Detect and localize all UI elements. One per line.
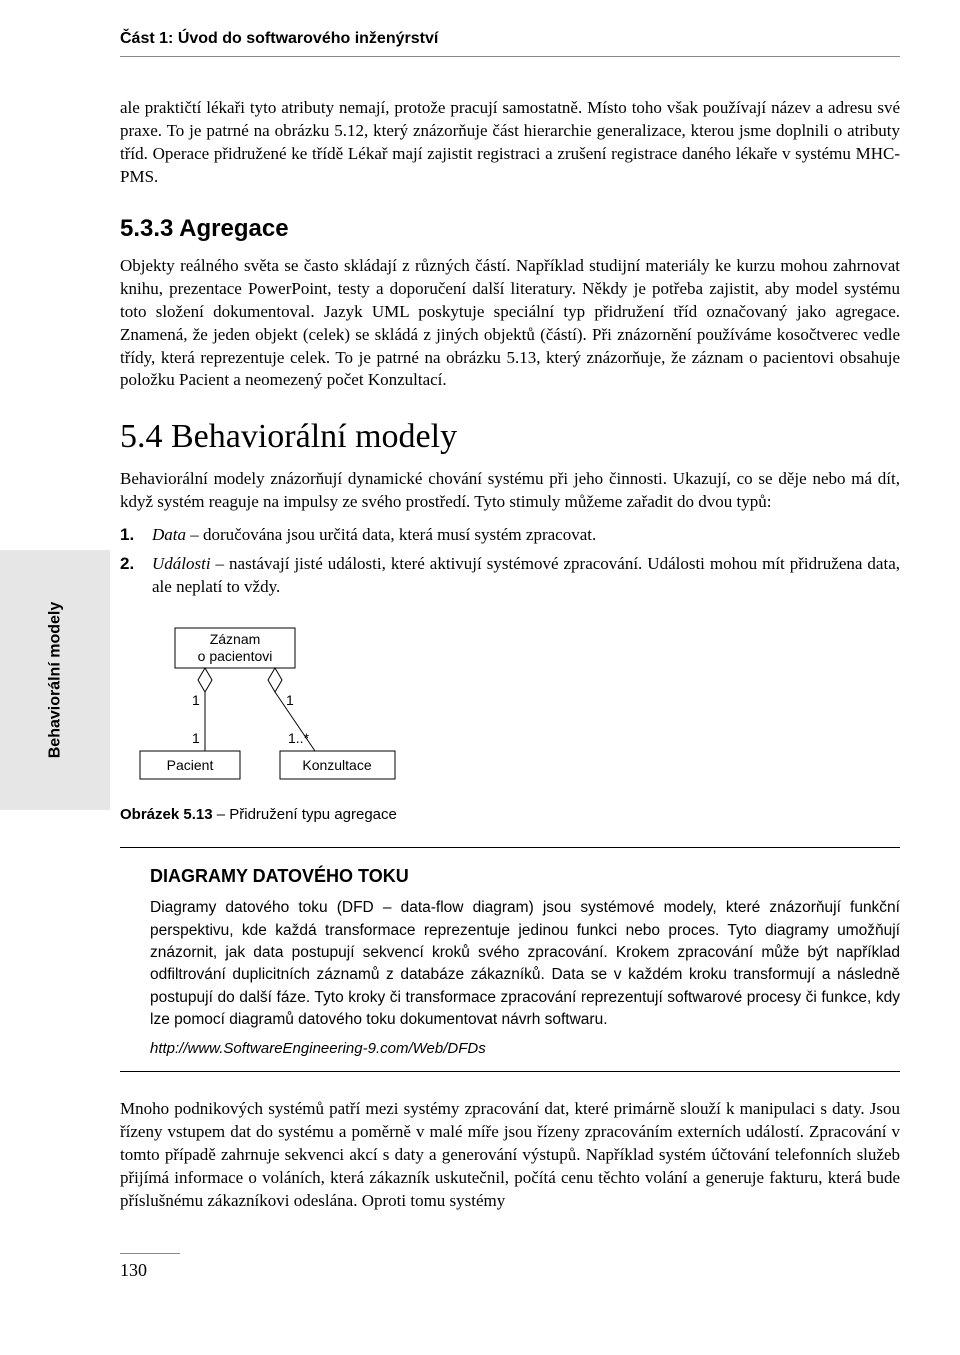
uml-diagram: Záznam o pacientovi 1 1 1 1..* Pacient K… [120, 623, 900, 788]
section-533-title: Agregace [179, 215, 288, 242]
section-54-title: Behaviorální modely [171, 418, 457, 455]
diagram-box-right: Konzultace [302, 757, 371, 773]
mult-top-right: 1 [286, 692, 294, 708]
section-54-intro: Behaviorální modely znázorňují dynamické… [120, 468, 900, 514]
callout-title: DIAGRAMY DATOVÉHO TOKU [150, 866, 900, 887]
callout-body: Diagramy datového toku (DFD – data-flow … [150, 897, 900, 1032]
stimuli-list: 1. Data – doručována jsou určitá data, k… [120, 524, 900, 599]
part-title: Úvod do softwarového inženýrství [178, 30, 438, 47]
callout-link: http://www.SoftwareEngineering-9.com/Web… [150, 1040, 900, 1057]
list-em: Události [152, 554, 211, 573]
list-em: Data [152, 525, 186, 544]
list-rest: – doručována jsou určitá data, která mus… [186, 525, 596, 544]
section-533-heading: 5.3.3 Agregace [120, 215, 900, 243]
list-num: 1. [120, 524, 134, 547]
diagram-top-line1: Záznam [210, 631, 261, 647]
list-rest: – nastávají jisté události, které aktivu… [152, 554, 900, 596]
page-number: 130 [120, 1253, 180, 1281]
closing-paragraph: Mnoho podnikových systémů patří mezi sys… [120, 1098, 900, 1213]
part-number: Část 1: [120, 30, 173, 47]
intro-paragraph: ale praktičtí lékaři tyto atributy nemaj… [120, 97, 900, 189]
figure-label: Obrázek 5.13 [120, 806, 213, 823]
section-54-heading: 5.4 Behaviorální modely [120, 418, 900, 456]
diagram-box-left: Pacient [167, 757, 214, 773]
section-54-number: 5.4 [120, 418, 163, 455]
list-num: 2. [120, 553, 134, 576]
section-533-number: 5.3.3 [120, 215, 173, 242]
mult-bot-right: 1..* [288, 730, 310, 746]
mult-top-left: 1 [192, 692, 200, 708]
mult-bot-left: 1 [192, 730, 200, 746]
figure-text: – Přidružení typu agregace [213, 806, 397, 823]
page-content: Část 1: Úvod do softwarového inženýrství… [0, 0, 960, 1311]
diagram-top-line2: o pacientovi [198, 648, 273, 664]
section-533-body: Objekty reálného světa se často skládají… [120, 255, 900, 393]
list-item: 1. Data – doručována jsou určitá data, k… [120, 524, 900, 547]
callout-box: DIAGRAMY DATOVÉHO TOKU Diagramy datového… [120, 847, 900, 1072]
figure-caption: Obrázek 5.13 – Přidružení typu agregace [120, 806, 900, 823]
part-header: Část 1: Úvod do softwarového inženýrství [120, 30, 900, 57]
list-item: 2. Události – nastávají jisté události, … [120, 553, 900, 599]
